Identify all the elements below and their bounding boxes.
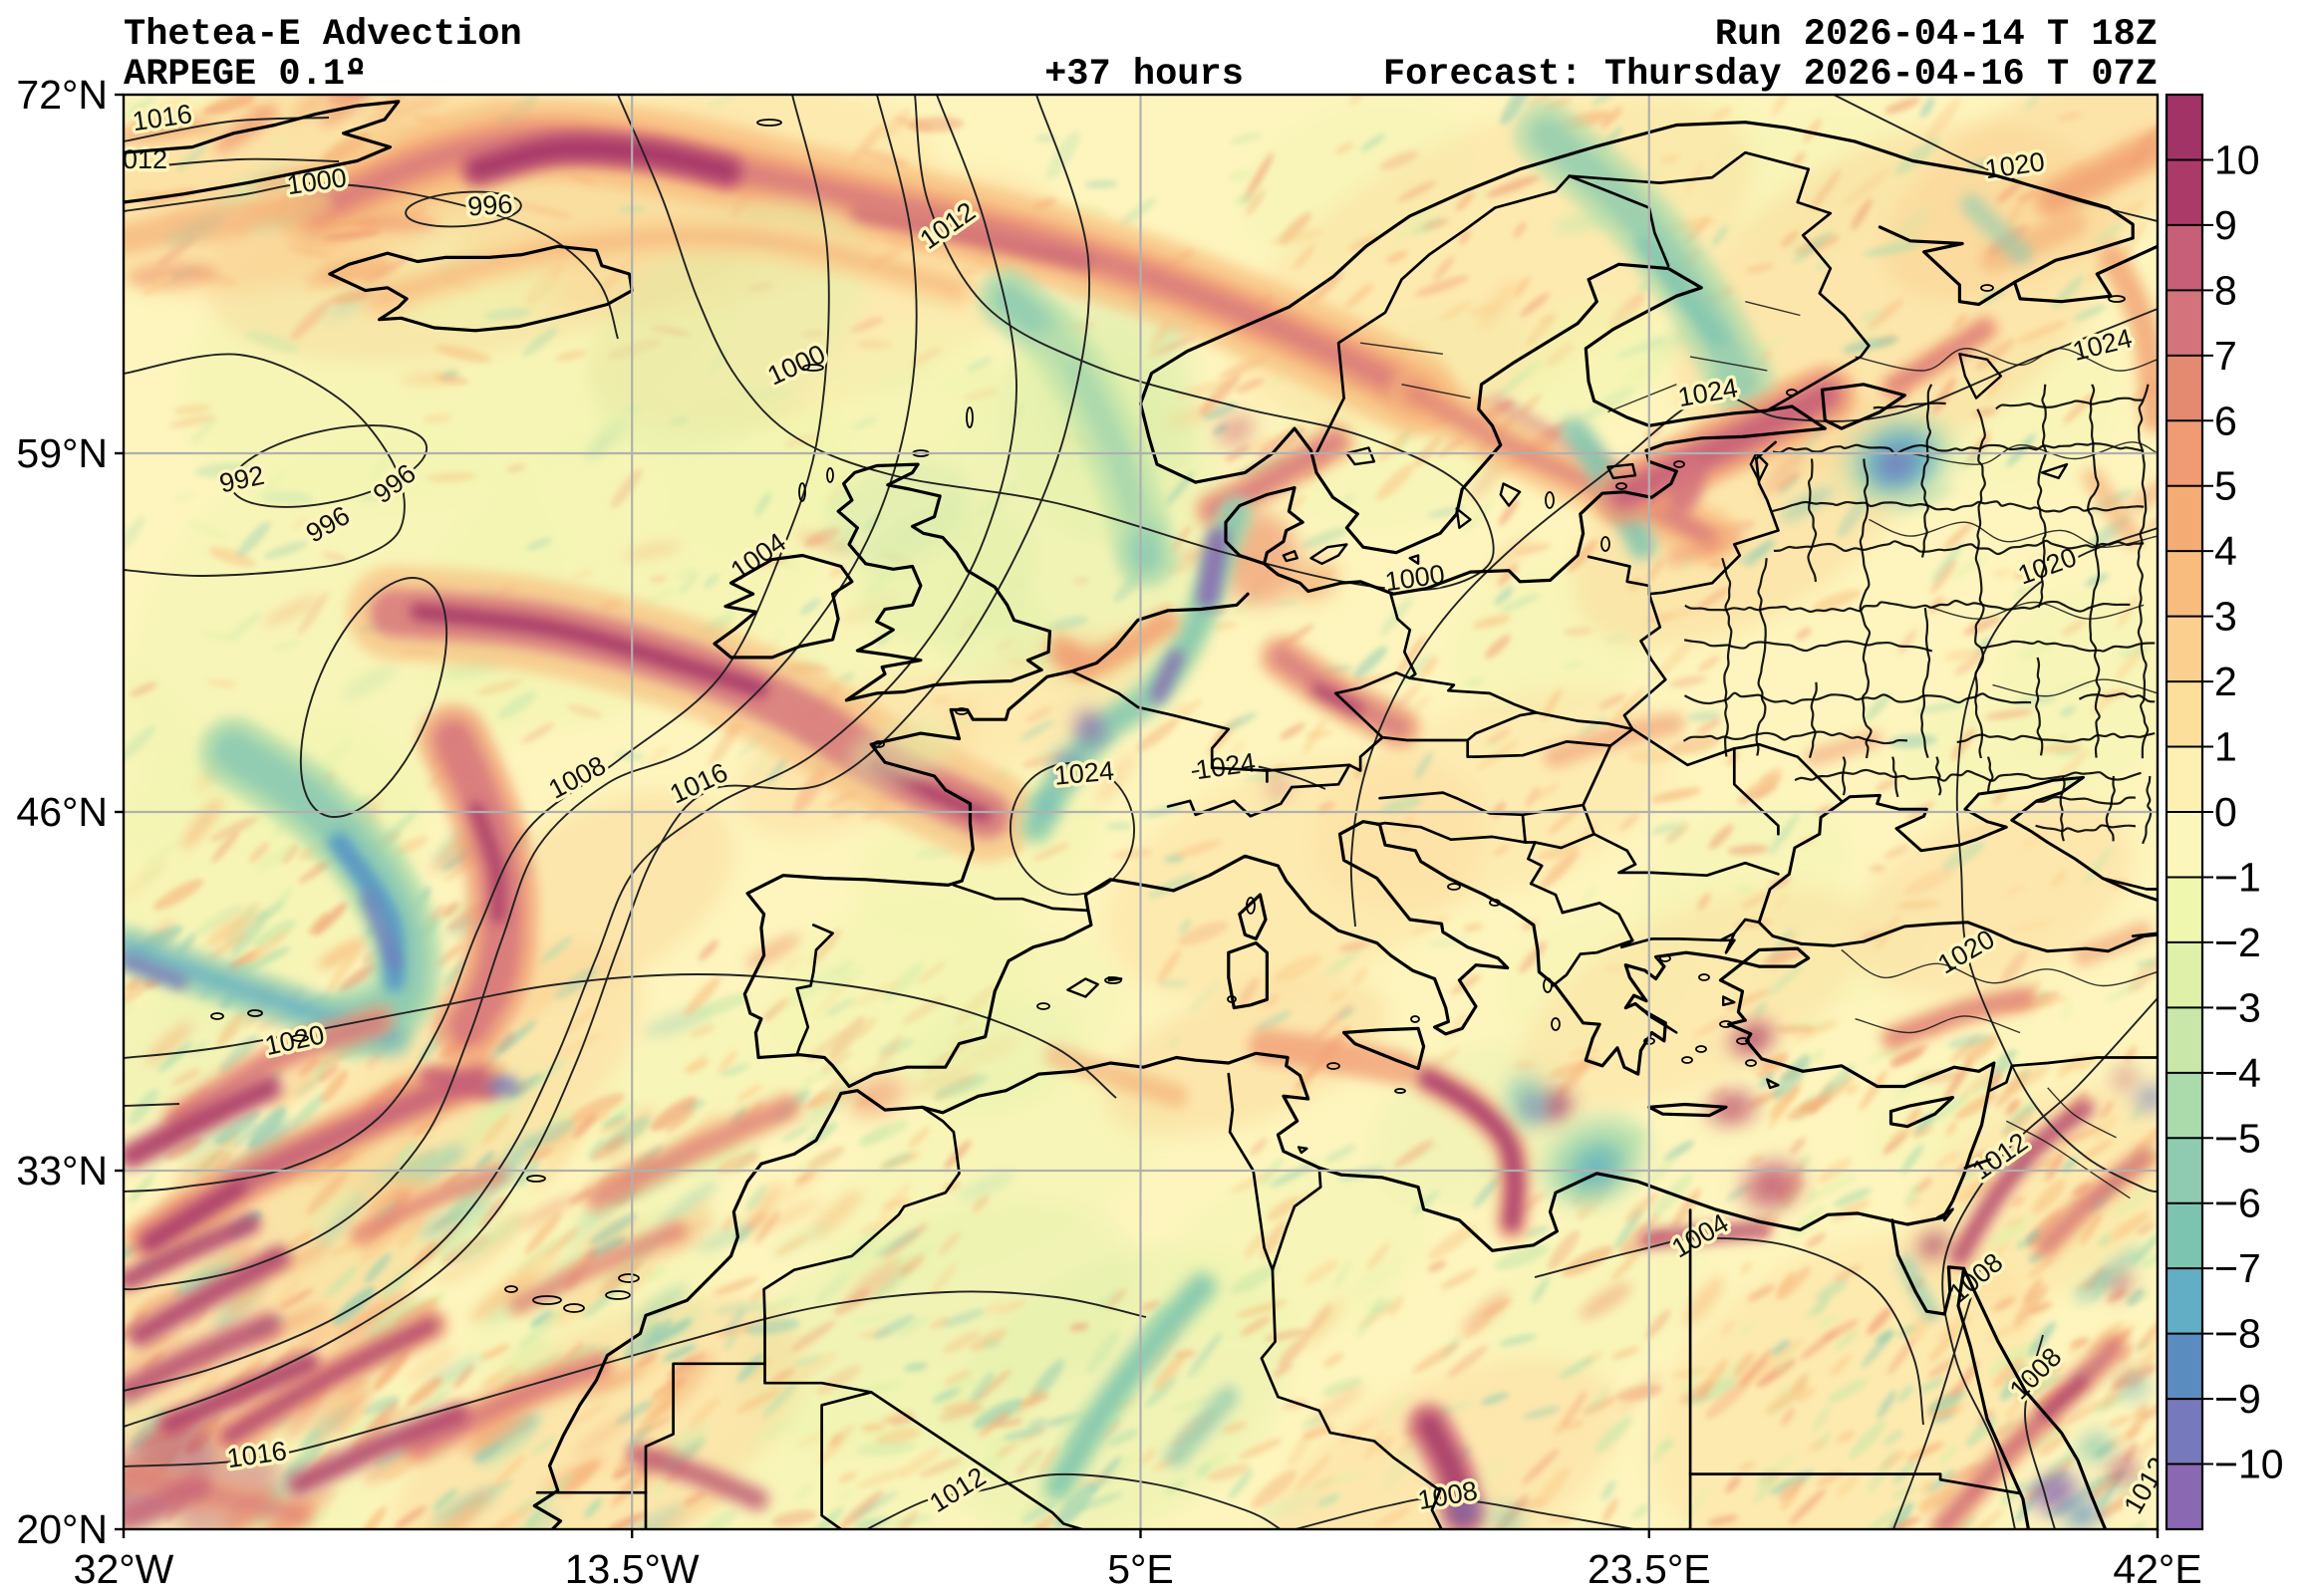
svg-text:2: 2 bbox=[2214, 659, 2237, 704]
svg-text:ARPEGE 0.1º: ARPEGE 0.1º bbox=[124, 54, 367, 96]
svg-text:33°N: 33°N bbox=[16, 1148, 108, 1194]
svg-text:6: 6 bbox=[2214, 398, 2237, 443]
svg-text:1: 1 bbox=[2214, 724, 2237, 770]
svg-text:−7: −7 bbox=[2214, 1245, 2261, 1291]
svg-text:8: 8 bbox=[2214, 267, 2237, 313]
svg-text:59°N: 59°N bbox=[16, 430, 108, 476]
svg-text:32°W: 32°W bbox=[74, 1546, 174, 1592]
svg-text:3: 3 bbox=[2214, 594, 2237, 640]
svg-text:46°N: 46°N bbox=[16, 789, 108, 835]
svg-text:Thetea-E Advection: Thetea-E Advection bbox=[124, 14, 522, 56]
svg-text:5°E: 5°E bbox=[1107, 1546, 1174, 1592]
svg-text:20°N: 20°N bbox=[16, 1506, 108, 1552]
svg-text:Run 2026-04-14 T 18Z: Run 2026-04-14 T 18Z bbox=[1715, 14, 2158, 56]
svg-text:−5: −5 bbox=[2214, 1115, 2261, 1161]
svg-text:5: 5 bbox=[2214, 463, 2237, 509]
svg-text:−9: −9 bbox=[2214, 1376, 2261, 1422]
svg-text:−1: −1 bbox=[2214, 854, 2261, 900]
svg-text:996: 996 bbox=[466, 189, 513, 222]
svg-text:1024: 1024 bbox=[1053, 756, 1115, 791]
svg-text:10: 10 bbox=[2214, 136, 2260, 182]
svg-text:−2: −2 bbox=[2214, 920, 2261, 965]
svg-text:−10: −10 bbox=[2214, 1442, 2284, 1487]
svg-text:0: 0 bbox=[2214, 789, 2237, 835]
svg-text:+37 hours: +37 hours bbox=[1044, 54, 1244, 96]
svg-text:9: 9 bbox=[2214, 202, 2237, 248]
svg-text:7: 7 bbox=[2214, 333, 2237, 379]
svg-text:Forecast: Thursday 2026-04-16: Forecast: Thursday 2026-04-16 T 07Z bbox=[1383, 54, 2158, 96]
svg-text:4: 4 bbox=[2214, 528, 2237, 574]
svg-text:−4: −4 bbox=[2214, 1050, 2261, 1096]
svg-text:23.5°E: 23.5°E bbox=[1588, 1546, 1711, 1592]
svg-text:13.5°W: 13.5°W bbox=[565, 1546, 700, 1592]
svg-text:−3: −3 bbox=[2214, 984, 2261, 1030]
svg-text:72°N: 72°N bbox=[16, 72, 108, 118]
svg-text:42°E: 42°E bbox=[2113, 1546, 2201, 1592]
svg-text:−6: −6 bbox=[2214, 1181, 2261, 1226]
svg-text:−8: −8 bbox=[2214, 1311, 2261, 1357]
